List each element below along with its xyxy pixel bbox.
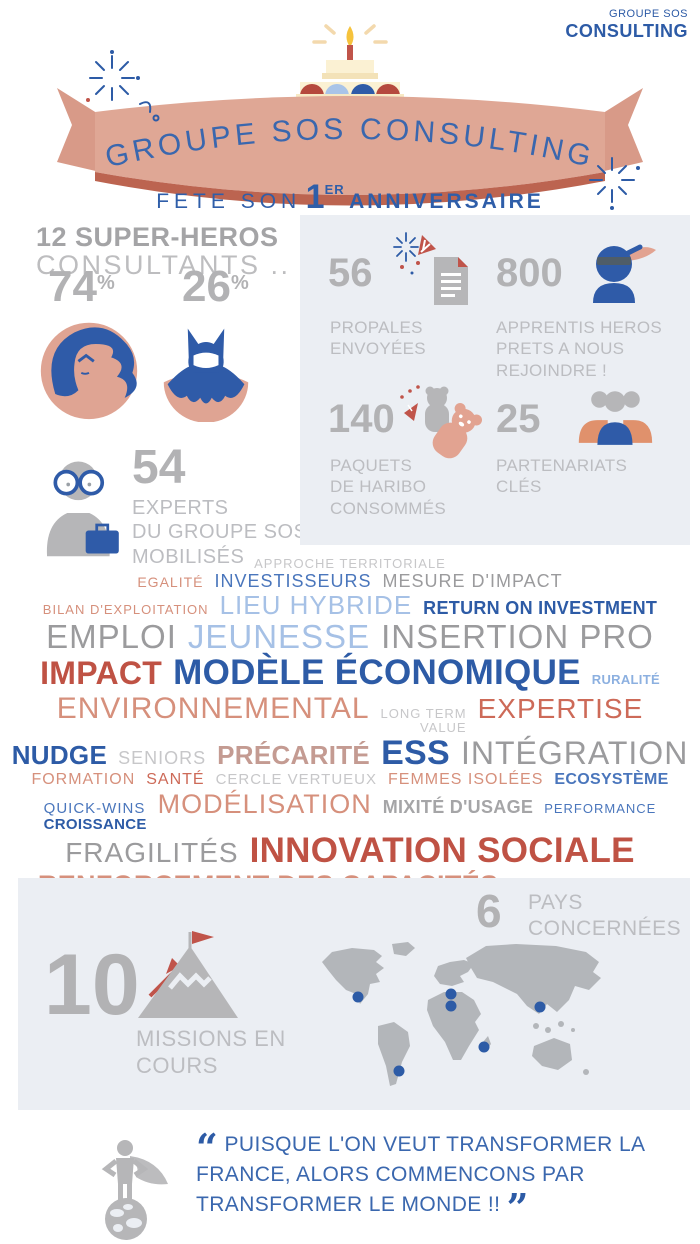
apprentis-label: APPRENTIS HEROS PRETS A NOUS REJOINDRE ! (496, 318, 663, 380)
brand-logo: GROUPE SOS CONSULTING (565, 8, 688, 42)
cloud-word: MIXITÉ D'USAGE (382, 796, 534, 817)
banner-subtitle: FETE SON 1ER ANNIVERSAIRE (0, 178, 700, 217)
consultants-heading: 12 SUPER-HEROS (36, 222, 279, 252)
cloud-word: BILAN D'EXPLOITATION (42, 601, 209, 617)
cloud-word: JEUNESSE (187, 617, 371, 655)
anniversary-banner: GROUPE SOS CONSULTING (0, 20, 700, 220)
pct-men: 26% (182, 262, 249, 311)
cloud-word: PRÉCARITÉ (217, 739, 371, 770)
cloud-word: INTÉGRATION (461, 734, 689, 771)
map-location-dots (352, 988, 546, 1077)
brand-logo-bottom: CONSULTING (565, 21, 688, 41)
cloud-word: INSERTION PRO (381, 617, 654, 655)
apprentis-value: 800 (496, 251, 563, 295)
cloud-word: MESURE D'IMPACT (382, 570, 563, 591)
subtitle-suffix: ANNIVERSAIRE (349, 190, 544, 213)
expert-consultant-icon (46, 461, 119, 557)
fireworks-left-icon (86, 50, 160, 122)
brand-logo-top: GROUPE SOS (609, 8, 688, 20)
cloud-word: EGALITÉ (137, 573, 204, 590)
propales-label: PROPALES ENVOYÉES (330, 318, 426, 359)
haribo-label: PAQUETS DE HARIBO CONSOMMÉS (330, 456, 447, 518)
partners-group-icon (578, 391, 653, 445)
ribbon-tail-left (57, 88, 100, 172)
cloud-word: SENIORS (118, 747, 207, 768)
quote-text: “ PUISQUE L'ON VEUT TRANSFORMER LA FRANC… (196, 1125, 645, 1230)
cloud-word: FORMATION (31, 771, 136, 789)
open-quote-icon: “ (196, 1125, 219, 1170)
metrics-panel: 56 PROPALES ENVOYÉES 800 (300, 215, 690, 545)
cloud-word: PERFORMANCE (544, 800, 657, 816)
close-quote-icon: ” (506, 1184, 529, 1230)
partenariats-value: 25 (496, 397, 541, 441)
cloud-word: IMPACT (40, 655, 163, 692)
cloud-word: EMPLOI (46, 617, 177, 655)
cloud-word-stack: LONG TERM VALUE (381, 707, 467, 734)
pays-label: PAYS CONCERNÉES (528, 891, 682, 940)
ribbon-tail-right (600, 88, 643, 172)
cloud-word: LIEU HYBRIDE (219, 589, 413, 620)
fireworks-right-icon (589, 157, 640, 210)
cloud-word: VALUE (419, 719, 467, 735)
cloud-word: CERCLE VERTUEUX (215, 771, 378, 789)
cloud-word: APPROCHE TERRITORIALE (254, 556, 446, 571)
ninja-hero-icon (593, 244, 656, 303)
cloud-word: MODÉLISATION (157, 788, 372, 819)
subtitle-prefix: FETE SON (156, 190, 302, 213)
cloud-word: ECOSYSTÈME (554, 771, 669, 789)
cloud-word: CROISSANCE (43, 815, 147, 833)
ribbon-band (95, 96, 605, 195)
gummy-bears-icon (400, 385, 483, 459)
cloud-word: INVESTISSEURS (214, 570, 372, 591)
missions-panel: 10 MISSIONS EN COURS 6 PAYS CONCERNÉES (18, 878, 690, 1110)
cloud-word: MODÈLE ÉCONOMIQUE (173, 653, 581, 693)
superhero-globe-icon (101, 1140, 168, 1240)
cloud-word: RETURN ON INVESTMENT (423, 597, 658, 618)
partenariats-label: PARTENARIATS CLÉS (496, 456, 628, 497)
pct-women: 74% (48, 262, 115, 311)
cloud-word: NUDGE (11, 739, 108, 770)
proposal-document-icon (393, 232, 468, 305)
subtitle-ordinal: ER (324, 182, 345, 197)
banner-graphic: GROUPE SOS CONSULTING (57, 24, 643, 210)
experts-value: 54 (132, 441, 186, 494)
cloud-word: FRAGILITÉS (65, 837, 239, 869)
missions-value: 10 (44, 937, 140, 1033)
propales-value: 56 (328, 251, 373, 295)
missions-label: MISSIONS EN COURS (136, 1026, 286, 1078)
mountain-flag-icon (138, 931, 238, 1018)
cloud-word: ENVIRONNEMENTAL (56, 692, 370, 726)
cloud-word: LONG TERM (380, 706, 467, 722)
consultants-subheading: CONSULTANTS .. (36, 250, 291, 280)
batman-icon (163, 328, 249, 422)
cloud-word: FEMMES ISOLÉES (388, 771, 544, 789)
cloud-word-stack: QUICK-WINS CROISSANCE (44, 801, 147, 833)
experts-label: EXPERTS DU GROUPE SOS MOBILISÉS (132, 497, 308, 568)
world-map (322, 942, 601, 1086)
cloud-word: ESS (381, 733, 450, 772)
subtitle-number: 1 (305, 178, 325, 216)
cloud-word: INNOVATION SOCIALE (249, 831, 635, 871)
pays-value: 6 (476, 885, 502, 937)
cloud-word: EXPERTISE (477, 693, 644, 725)
cloud-word: QUICK-WINS (43, 799, 146, 817)
wonder-woman-icon (40, 322, 138, 420)
ribbon-shadow (95, 172, 605, 206)
cloud-word: RURALITÉ (591, 672, 660, 688)
cloud-word: SANTÉ (146, 771, 205, 789)
haribo-value: 140 (328, 397, 395, 441)
